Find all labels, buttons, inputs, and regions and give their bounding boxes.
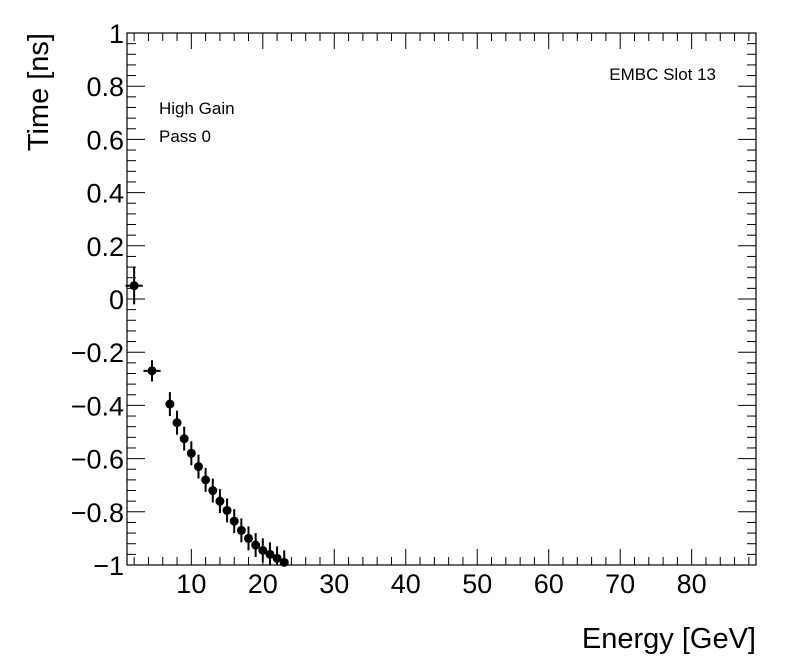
pass-annotation: Pass 0 (159, 127, 211, 146)
y-tick-label: 1 (109, 19, 124, 49)
slot-annotation: EMBC Slot 13 (609, 65, 716, 84)
point-marker (265, 549, 275, 559)
point-marker (258, 545, 268, 555)
point-marker (201, 475, 211, 485)
data-point (165, 392, 175, 417)
point-marker (229, 516, 239, 526)
data-point (172, 410, 182, 435)
point-marker (279, 557, 289, 567)
data-point (179, 426, 189, 451)
data-point (272, 546, 282, 565)
y-tick-label: −1 (93, 551, 124, 581)
data-point (186, 441, 196, 466)
point-marker (165, 399, 175, 409)
point-marker (208, 486, 218, 496)
point-marker (179, 434, 189, 444)
x-tick-label: 50 (462, 569, 492, 599)
x-tick-label: 30 (319, 569, 349, 599)
data-point (193, 454, 203, 479)
point-marker (251, 540, 261, 550)
y-tick-label: 0 (109, 285, 124, 315)
y-axis-title: Time [ns] (23, 33, 55, 151)
y-tick-label: 0.4 (86, 179, 124, 209)
data-point (265, 542, 275, 565)
data-point (229, 509, 239, 534)
point-marker (244, 533, 254, 543)
data-point (236, 518, 246, 543)
data-points (125, 267, 289, 567)
data-point (244, 526, 254, 551)
data-point (258, 538, 268, 563)
point-marker (172, 418, 182, 428)
y-tick-label: −0.4 (71, 391, 124, 421)
point-marker (186, 448, 196, 458)
point-marker (147, 366, 157, 376)
axis-ticks (127, 33, 756, 565)
point-marker (236, 525, 246, 535)
x-tick-label: 10 (176, 569, 206, 599)
y-tick-label: 0.8 (86, 72, 124, 102)
x-axis-title: Energy [GeV] (582, 623, 756, 655)
point-marker (272, 553, 282, 563)
gain-annotation: High Gain (159, 99, 235, 118)
y-tick-label: 0.6 (86, 125, 124, 155)
data-point (222, 498, 232, 523)
x-tick-label: 80 (677, 569, 707, 599)
data-point (143, 360, 161, 382)
data-point (215, 489, 225, 514)
data-point (201, 467, 211, 492)
y-tick-label: −0.2 (71, 338, 124, 368)
data-point (251, 533, 261, 558)
data-point (125, 267, 143, 305)
point-marker (193, 462, 203, 472)
data-point (208, 478, 218, 503)
point-marker (222, 505, 232, 515)
x-tick-label: 40 (391, 569, 421, 599)
y-tick-label: −0.6 (71, 445, 124, 475)
axis-tick-labels: 10 20 30 40 50 60 70 80 1 0.8 0.6 0.4 0.2 0 −0.2 −0.4 −0… (71, 19, 707, 599)
x-tick-label: 20 (248, 569, 278, 599)
x-tick-label: 70 (605, 569, 635, 599)
data-point (279, 550, 289, 567)
x-tick-label: 60 (534, 569, 564, 599)
y-tick-label: −0.8 (71, 498, 124, 528)
point-marker (215, 496, 225, 506)
y-tick-label: 0.2 (86, 232, 124, 262)
point-marker (129, 281, 139, 291)
